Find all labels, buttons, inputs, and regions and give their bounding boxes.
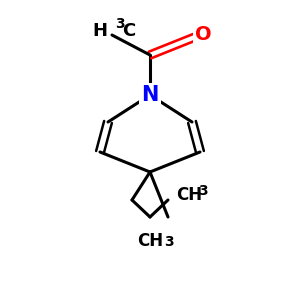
Text: N: N (141, 85, 159, 105)
Text: 3: 3 (198, 184, 208, 198)
Text: CH: CH (137, 232, 163, 250)
Text: CH: CH (176, 186, 202, 204)
Text: H: H (92, 22, 107, 40)
Text: 3: 3 (115, 17, 124, 31)
Text: 3: 3 (164, 235, 174, 249)
Text: C: C (122, 22, 135, 40)
Text: O: O (195, 26, 211, 44)
